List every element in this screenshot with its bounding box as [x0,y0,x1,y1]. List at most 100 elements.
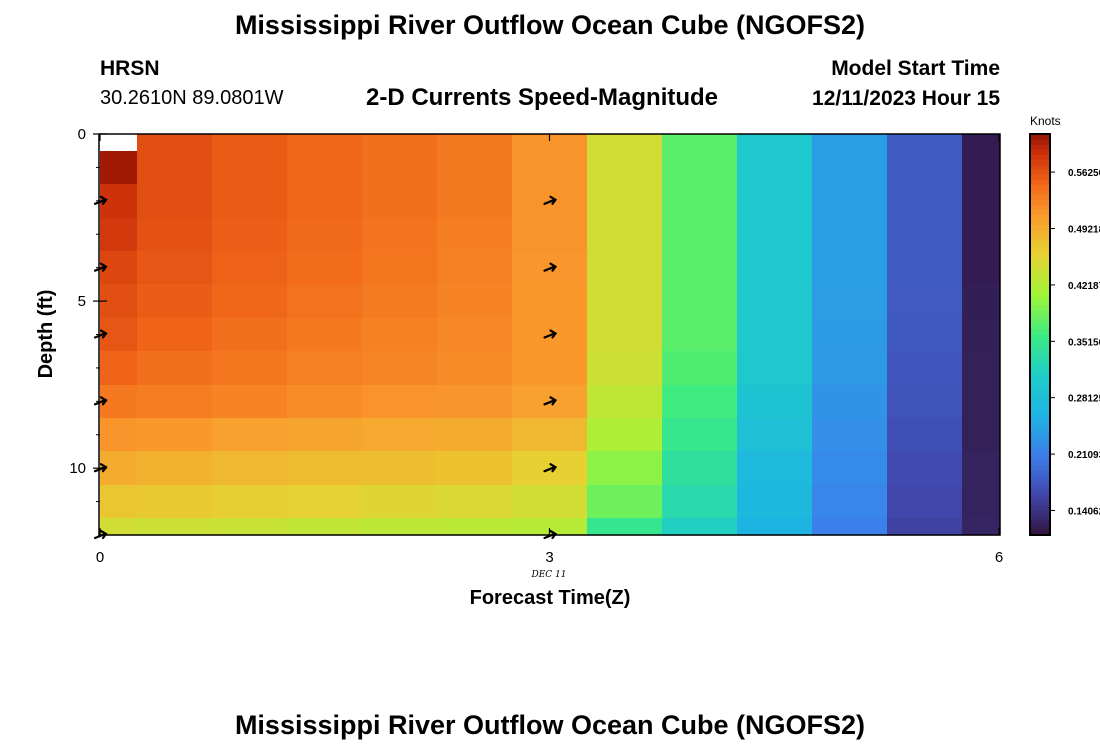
colorbar-segment [1030,159,1050,165]
x-tick-label: 6 [995,549,1003,566]
colorbar-segment [1030,369,1050,376]
heatmap-cell [100,485,138,519]
heatmap-cell [962,151,1000,185]
heatmap-cell [362,351,438,386]
heatmap-cell [887,418,963,452]
heatmap-cell [812,351,888,386]
heatmap-cell [887,184,963,219]
heatmap-cell [137,151,213,185]
colorbar-segment [1030,514,1050,521]
heatmap-cell [887,318,963,352]
heatmap-cell [212,518,288,536]
heatmap-cell [737,385,813,419]
heatmap-cell [287,451,363,486]
heatmap-cell [137,218,213,252]
heatmap-cell [512,218,588,252]
heatmap-cell [137,485,213,519]
colorbar-segment [1030,469,1050,476]
heatmap-cell [587,251,663,285]
heatmap-cell [587,418,663,452]
heatmap-cell [100,518,138,536]
heatmap-cell [287,418,363,452]
colorbar-segment [1030,294,1050,301]
heatmap-cell [662,318,738,352]
colorbar-segment [1030,324,1050,331]
heatmap-cell [287,151,363,185]
heatmap-cell [437,184,513,219]
colorbar-label: Knots [1030,114,1061,128]
heatmap-cell [212,284,288,319]
heatmap-cell [962,218,1000,252]
colorbar-tick-label: 0.21093 [1068,450,1100,461]
heatmap-cell [887,351,963,386]
colorbar-segment [1030,519,1050,526]
heatmap-cell [512,351,588,386]
heatmap-cell [212,151,288,185]
heatmap-cell [962,451,1000,486]
heatmap-cell [587,218,663,252]
station-name: HRSN [100,57,160,80]
heatmap-cell [212,251,288,285]
heatmap-cell [212,485,288,519]
heatmap-cell [887,251,963,285]
colorbar-segment [1030,234,1050,240]
heatmap-cell [737,518,813,536]
colorbar-segment [1030,189,1050,195]
colorbar-segment [1030,374,1050,381]
colorbar-tick-label: 0.42187 [1068,281,1100,292]
heatmap-cell [887,151,963,185]
heatmap-cell [287,518,363,536]
heatmap-cell [287,218,363,252]
heatmap-cell [812,451,888,486]
x-tick-label: 0 [96,549,104,566]
colorbar-segment [1030,349,1050,356]
heatmap-cell [512,151,588,185]
heatmap-cell [962,418,1000,452]
current-vector-arrow [543,329,558,339]
model-start-label: Model Start Time [831,57,1000,80]
heatmap-cell [587,184,663,219]
model-start-value: 12/11/2023 Hour 15 [812,87,1000,110]
heatmap-cell [812,184,888,219]
colorbar-segment [1030,529,1050,536]
colorbar-segment [1030,144,1050,150]
current-vector-arrow [543,463,558,473]
heatmap-cell [737,151,813,185]
heatmap-cell [137,351,213,386]
heatmap-cell [362,318,438,352]
heatmap-cell [362,451,438,486]
heatmap-cell [962,485,1000,519]
colorbar-segment [1030,384,1050,391]
colorbar-segment [1030,424,1050,431]
heatmap-cell [137,518,213,536]
heatmap-cell [887,518,963,536]
heatmap-cell [662,518,738,536]
current-vector-arrow [543,396,558,406]
y-axis-title: Depth (ft) [35,290,57,379]
heatmap-cell [812,318,888,352]
colorbar-segment [1030,284,1050,291]
heatmap-cell [137,418,213,452]
colorbar-segment [1030,509,1050,516]
heatmap-cell [137,284,213,319]
heatmap-cell [812,418,888,452]
heatmap-cell [437,284,513,319]
heatmap-cell [362,151,438,185]
heatmap-cell [812,385,888,419]
colorbar-segment [1030,259,1050,266]
heatmap-cell [437,351,513,386]
heatmap-cell [362,134,438,152]
heatmap-cell [587,385,663,419]
heatmap-cell [137,318,213,352]
heatmap-cell [812,485,888,519]
heatmap-cell [812,134,888,152]
heatmap-cell [212,451,288,486]
colorbar-segment [1030,134,1050,140]
heatmap-cell [812,151,888,185]
heatmap-cell [662,284,738,319]
colorbar-segment [1030,474,1050,481]
colorbar-segment [1030,164,1050,170]
colorbar-segment [1030,169,1050,175]
heatmap-cell [887,284,963,319]
heatmap-cell [587,134,663,152]
